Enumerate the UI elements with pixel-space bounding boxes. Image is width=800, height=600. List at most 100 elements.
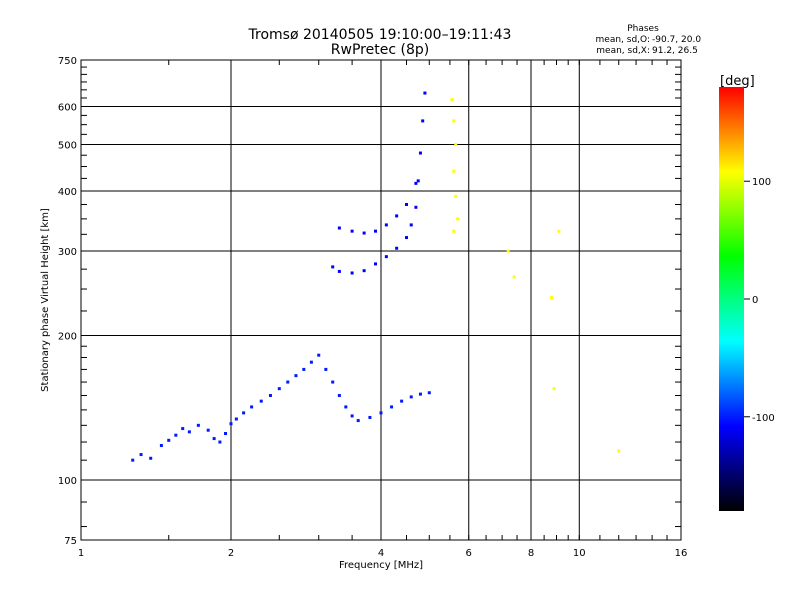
data-point	[557, 229, 561, 233]
data-point	[452, 119, 456, 123]
data-point	[418, 392, 422, 396]
colorbar-tick-label: 100	[752, 177, 771, 188]
y-axis-label: Stationary phase Virtual Height [km]	[40, 208, 51, 392]
y-tick-label: 500	[58, 141, 77, 152]
data-point	[286, 380, 290, 384]
data-point	[159, 444, 163, 448]
data-point	[167, 438, 171, 442]
data-point	[174, 433, 178, 437]
colorbar-tick-label: -100	[752, 413, 775, 424]
data-point	[324, 367, 328, 371]
x-tick-labels: 1 2 4 6 8 10 16	[78, 548, 688, 559]
data-point	[418, 151, 422, 155]
stats-x-label: mean, sd,X:	[596, 46, 650, 56]
data-point	[414, 205, 418, 209]
chart-title: Tromsø 20140505 19:10:00–19:11:43	[248, 27, 512, 43]
data-point	[250, 405, 254, 409]
data-point	[384, 223, 388, 227]
data-point	[277, 387, 281, 391]
data-point	[454, 143, 458, 147]
y-tick-label: 100	[58, 476, 77, 487]
x-tick-label: 4	[378, 548, 384, 559]
data-point	[374, 229, 378, 233]
data-point	[617, 449, 621, 453]
data-point	[234, 417, 238, 421]
data-point	[350, 414, 354, 418]
data-point	[344, 405, 348, 409]
data-point	[409, 395, 413, 399]
y-tick-label: 600	[58, 103, 77, 114]
data-point	[242, 411, 246, 415]
data-point	[395, 214, 399, 218]
y-tick-label: 400	[58, 187, 77, 198]
data-point	[404, 202, 408, 206]
data-point	[384, 255, 388, 259]
colorbar-ticks: 100 0 -100	[744, 177, 775, 424]
data-point	[421, 119, 425, 123]
x-tick-label: 1	[78, 548, 84, 559]
data-point	[350, 229, 354, 233]
data-point	[512, 275, 516, 279]
data-point	[337, 226, 341, 230]
data-point	[212, 437, 216, 441]
y-tick-labels: 75 100 200 300 400 500 600 750	[58, 56, 77, 547]
data-point	[452, 169, 456, 173]
chart-subtitle: RwPretec (8p)	[331, 42, 429, 58]
x-tick-label: 2	[228, 548, 234, 559]
data-point	[317, 353, 321, 357]
data-point	[350, 271, 354, 275]
data-points	[131, 91, 621, 462]
x-axis-label: Frequency [MHz]	[339, 560, 423, 571]
data-point	[149, 456, 153, 460]
data-point	[552, 387, 556, 391]
data-point	[400, 399, 404, 403]
colorbar	[719, 87, 744, 511]
data-point	[414, 181, 418, 185]
data-point	[337, 269, 341, 273]
data-point	[416, 179, 420, 183]
data-point	[452, 229, 456, 233]
data-point	[337, 394, 341, 398]
data-point	[423, 91, 427, 95]
data-point	[450, 98, 454, 102]
data-point	[268, 394, 272, 398]
data-point	[206, 428, 210, 432]
data-point	[454, 194, 458, 198]
data-point	[302, 367, 306, 371]
data-point	[294, 374, 298, 378]
x-tick-label: 16	[675, 548, 688, 559]
x-tick-label: 10	[573, 548, 586, 559]
data-point	[131, 458, 135, 462]
data-point	[187, 430, 191, 434]
x-tick-label: 6	[466, 548, 472, 559]
data-point	[331, 380, 335, 384]
x-tick-label: 8	[528, 548, 534, 559]
data-point	[356, 419, 360, 423]
stats-o-values: -90.7, 20.0	[652, 35, 701, 45]
data-point	[395, 246, 399, 250]
data-point	[404, 236, 408, 240]
data-point	[331, 265, 335, 269]
stats-o-label: mean, sd,O:	[596, 35, 650, 45]
data-point	[456, 217, 460, 221]
y-tick-label: 200	[58, 332, 77, 343]
data-point	[229, 422, 233, 426]
y-tick-label: 750	[58, 56, 77, 67]
data-point	[139, 453, 143, 457]
colorbar-tick-label: 0	[752, 295, 758, 306]
data-point	[550, 296, 554, 300]
data-point	[368, 415, 372, 419]
data-point	[427, 391, 431, 395]
data-point	[362, 231, 366, 235]
data-point	[218, 440, 222, 444]
data-point	[224, 432, 228, 436]
data-point	[409, 223, 413, 227]
y-tick-label: 300	[58, 247, 77, 258]
y-tick-label: 75	[64, 536, 77, 547]
data-point	[196, 423, 200, 427]
data-point	[390, 405, 394, 409]
stats-x-values: 91.2, 26.5	[652, 46, 698, 56]
data-point	[379, 411, 383, 415]
plot-area	[80, 59, 682, 541]
